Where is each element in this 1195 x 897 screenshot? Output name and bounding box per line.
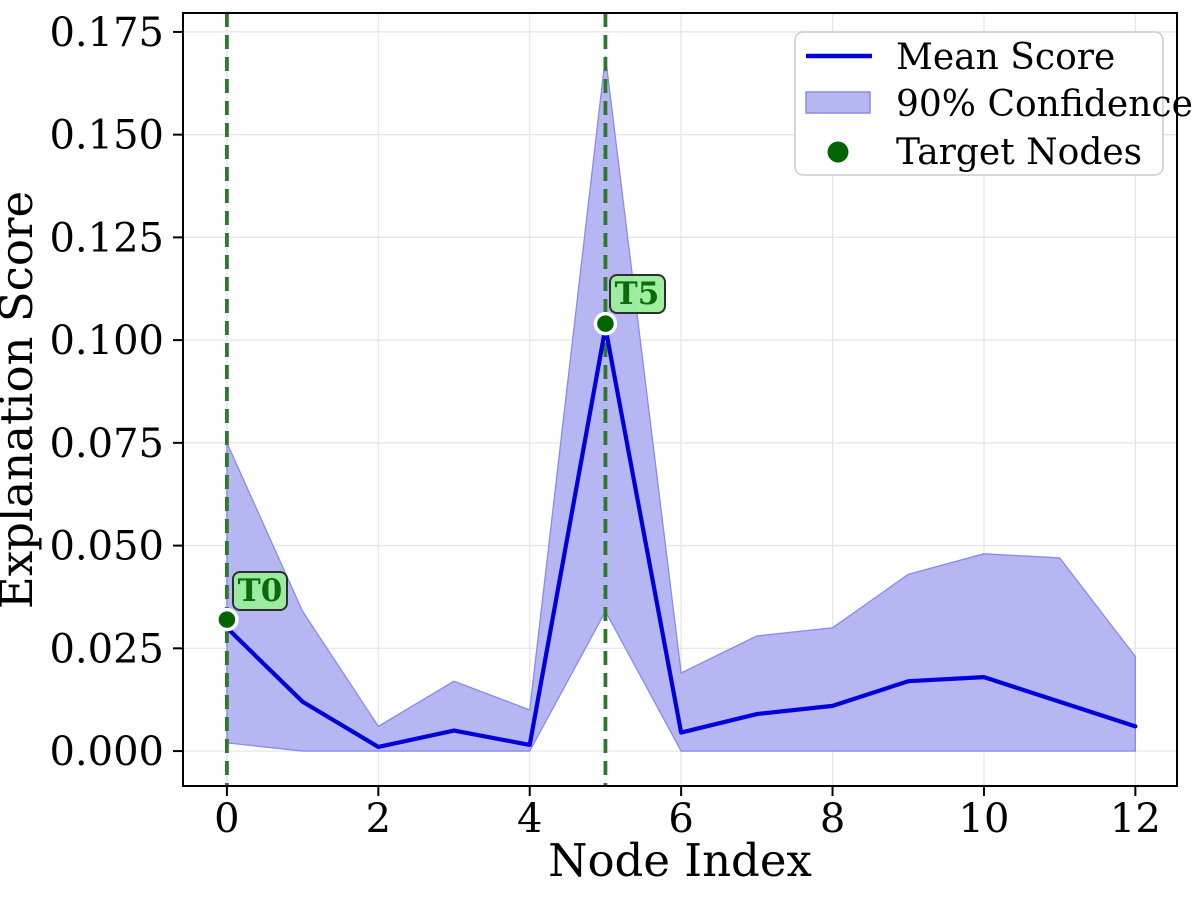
x-tick-label: 10 bbox=[959, 796, 1010, 842]
x-tick-label: 4 bbox=[517, 796, 542, 842]
legend-patch-sample bbox=[805, 91, 871, 114]
target-label-t0-box bbox=[232, 571, 288, 611]
plot-border bbox=[182, 12, 1178, 787]
y-tick-label: 0.175 bbox=[49, 10, 164, 56]
y-tick-label: 0.075 bbox=[49, 421, 164, 467]
target-label-t5-text: T5 bbox=[615, 276, 660, 312]
legend-dot-sample bbox=[827, 141, 849, 163]
legend-label-mean-score: Mean Score bbox=[896, 37, 1115, 78]
y-tick-label: 0.125 bbox=[49, 215, 164, 261]
x-tick-label: 2 bbox=[366, 796, 391, 842]
legend-label-target-nodes: Target Nodes bbox=[896, 132, 1142, 173]
y-tick-label: 0.025 bbox=[49, 626, 164, 672]
axes-layer: 0 2 4 6 8 10 12 0.000 0.025 0.050 0.075 0.100 0.125 0… bbox=[49, 10, 1178, 842]
x-tick-label: 0 bbox=[214, 796, 239, 842]
y-tick-label: 0.000 bbox=[49, 729, 164, 775]
target-node-dot-t0 bbox=[215, 607, 239, 632]
x-tick-label: 8 bbox=[820, 796, 845, 842]
legend-box bbox=[794, 31, 1164, 176]
legend-label-confidence: 90% Confidence bbox=[896, 84, 1193, 125]
legend: Mean Score 90% Confidence Target Nodes bbox=[794, 31, 1193, 176]
plot-layer bbox=[215, 13, 1138, 786]
target-label-t5: T5 bbox=[609, 274, 666, 314]
y-tick-label: 0.050 bbox=[49, 524, 164, 570]
confidence-band bbox=[226, 55, 1137, 752]
target-label-t0-text: T0 bbox=[238, 573, 283, 609]
x-tick-label: 6 bbox=[668, 796, 693, 842]
mean-score-line bbox=[224, 325, 1138, 750]
target-label-t5-box bbox=[609, 274, 666, 314]
target-label-t0: T0 bbox=[232, 571, 288, 611]
y-tick-label: 0.150 bbox=[49, 113, 164, 159]
x-axis-title: Node Index bbox=[548, 834, 812, 887]
y-axis-title: Explanation Score bbox=[0, 191, 43, 609]
x-tick-label: 12 bbox=[1110, 796, 1161, 842]
target-node-dot-t5 bbox=[593, 311, 618, 336]
y-tick-label: 0.100 bbox=[49, 318, 164, 364]
